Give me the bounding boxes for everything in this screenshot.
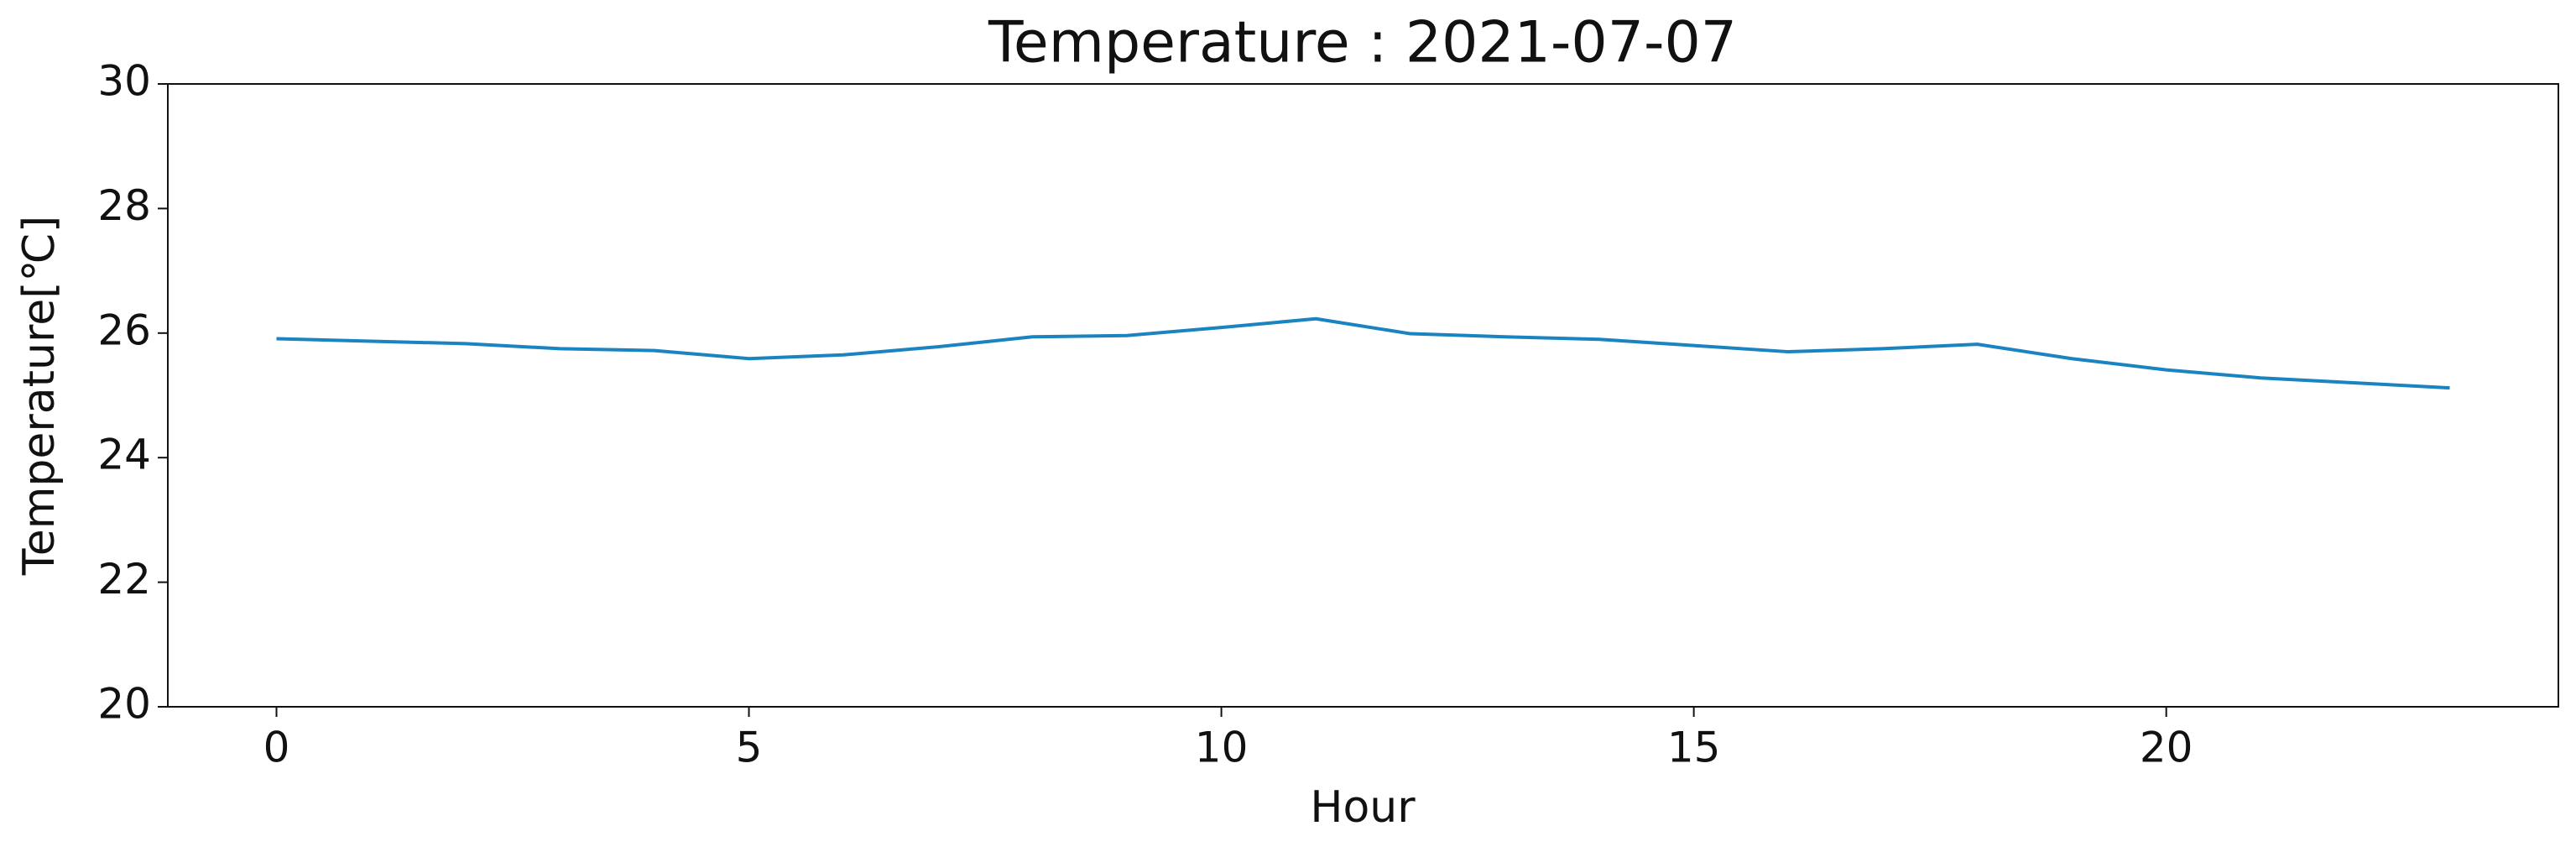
x-tick-label: 20 [2140,724,2193,772]
y-tick-label: 28 [97,181,151,230]
y-tick-label: 24 [97,431,151,479]
y-tick-label: 20 [97,680,151,729]
y-tick-label: 30 [97,57,151,106]
x-axis-label: Hour [1310,782,1416,833]
y-tick-label: 26 [97,306,151,354]
x-tick-label: 0 [263,724,290,772]
x-tick-label: 5 [736,724,763,772]
chart-title: Temperature : 2021-07-07 [988,10,1737,76]
x-tick-label: 15 [1667,724,1721,772]
plot-frame [167,83,2559,708]
y-tick-label: 22 [97,555,151,604]
y-axis-label: Temperature[℃] [14,216,65,576]
line-series [276,316,2450,390]
x-tick-label: 10 [1195,724,1249,772]
